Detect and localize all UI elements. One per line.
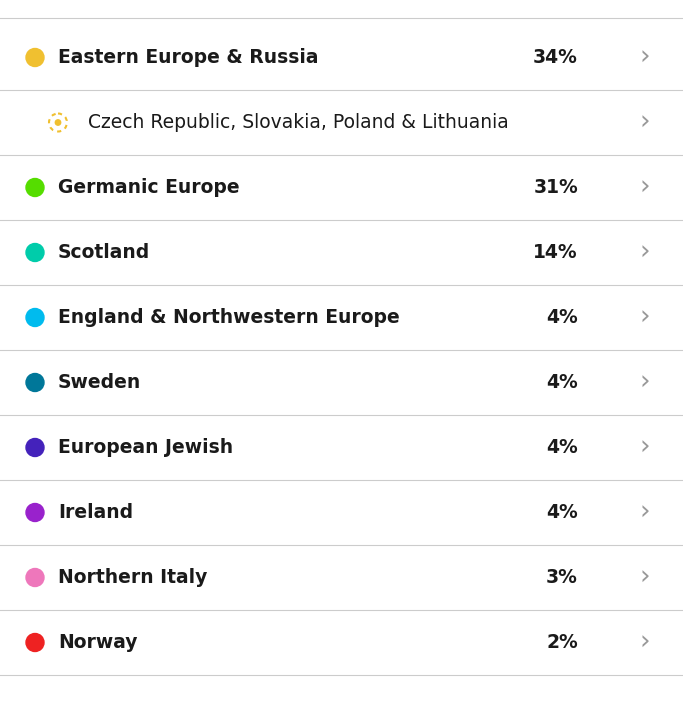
Circle shape [26,503,44,522]
Text: ›: › [640,239,650,265]
Text: Germanic Europe: Germanic Europe [58,178,240,197]
Text: Czech Republic, Slovakia, Poland & Lithuania: Czech Republic, Slovakia, Poland & Lithu… [88,113,509,132]
Text: 14%: 14% [533,243,578,262]
Text: ›: › [640,304,650,330]
Text: Norway: Norway [58,633,137,652]
Text: Northern Italy: Northern Italy [58,568,208,587]
Text: England & Northwestern Europe: England & Northwestern Europe [58,308,400,327]
Text: ›: › [640,565,650,590]
Circle shape [26,179,44,196]
Text: Scotland: Scotland [58,243,150,262]
Text: 4%: 4% [546,438,578,457]
Circle shape [26,309,44,326]
Text: 3%: 3% [546,568,578,587]
Circle shape [55,120,61,125]
Circle shape [26,438,44,457]
Text: ›: › [640,174,650,201]
Text: 31%: 31% [533,178,578,197]
Text: 4%: 4% [546,308,578,327]
Text: ›: › [640,44,650,71]
Text: European Jewish: European Jewish [58,438,233,457]
Text: ›: › [640,500,650,525]
Text: ›: › [640,630,650,655]
Text: ›: › [640,434,650,460]
Text: ›: › [640,109,650,136]
Text: 34%: 34% [533,48,578,67]
Text: 4%: 4% [546,503,578,522]
Text: Eastern Europe & Russia: Eastern Europe & Russia [58,48,318,67]
Circle shape [26,633,44,652]
Circle shape [26,373,44,392]
Text: Sweden: Sweden [58,373,141,392]
Circle shape [26,244,44,261]
Circle shape [26,568,44,587]
Circle shape [26,49,44,66]
Text: 2%: 2% [546,633,578,652]
Text: 4%: 4% [546,373,578,392]
Text: Ireland: Ireland [58,503,133,522]
Circle shape [48,112,68,133]
Text: ›: › [640,369,650,395]
